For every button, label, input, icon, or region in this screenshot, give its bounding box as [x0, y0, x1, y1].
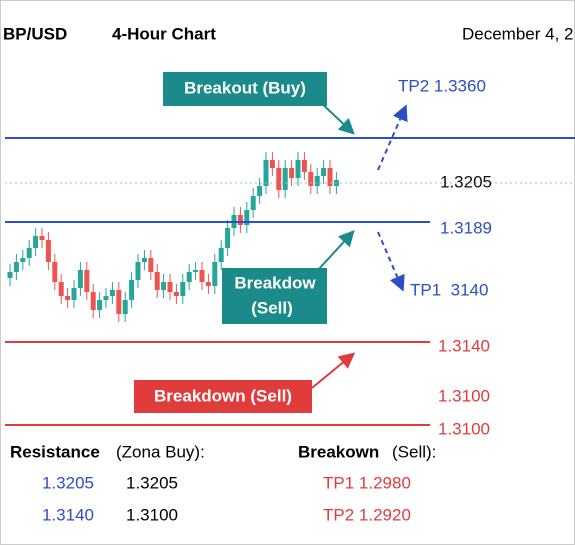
level-label: TP1 3140 — [410, 280, 488, 299]
candle-body — [308, 172, 314, 186]
candle-body — [212, 262, 218, 286]
candle-body — [26, 248, 32, 258]
candle-body — [205, 282, 211, 286]
candle-body — [237, 215, 243, 225]
candle-body — [77, 270, 83, 288]
candles — [7, 152, 339, 322]
candle-body — [90, 292, 96, 310]
level-label: 1.3100 — [438, 386, 490, 405]
table-cell: TP1 1.2980 — [323, 473, 411, 492]
annotation: Breakdow — [234, 273, 316, 292]
annotation-box — [163, 72, 327, 106]
candle-body — [250, 196, 256, 210]
candle-body — [180, 282, 186, 296]
level-label: 1.3100 — [438, 419, 490, 438]
candle-body — [244, 210, 250, 225]
arrows — [311, 99, 408, 389]
candle-body — [39, 236, 45, 240]
candle-body — [109, 290, 115, 296]
candle-body — [13, 262, 19, 272]
candle-body — [225, 228, 231, 248]
candle-body — [45, 240, 51, 262]
candle-body — [65, 296, 71, 300]
candle-body — [84, 270, 90, 292]
level-label: TP2 1.3360 — [398, 76, 486, 95]
candle-body — [218, 248, 224, 262]
candle-body — [167, 282, 173, 292]
candle-body — [122, 300, 128, 314]
annotation: (Sell) — [251, 298, 293, 317]
candle-body — [314, 176, 320, 186]
candle-body — [20, 258, 26, 262]
table-subtitle: (Zona Buy): — [116, 442, 205, 461]
candle-body — [58, 282, 64, 296]
table-cell: 1.3205 — [42, 473, 94, 492]
candle-body — [116, 290, 122, 314]
candle-body — [269, 160, 275, 168]
date: December 4, 2 — [462, 24, 574, 43]
level-label: 1.3205 — [440, 172, 492, 191]
candle-body — [263, 160, 269, 186]
annotation: Breakout (Buy) — [184, 78, 306, 97]
timeframe: 4-Hour Chart — [112, 24, 216, 43]
candle-body — [33, 236, 39, 248]
candle-body — [193, 270, 199, 272]
pair: BP/USD — [3, 24, 67, 43]
candle-body — [161, 282, 167, 290]
candle-body — [301, 160, 307, 172]
candle-body — [52, 262, 58, 282]
candle-body — [276, 168, 282, 190]
annotation: Breakdown (Sell) — [154, 386, 292, 405]
table-title: Breakown — [298, 442, 379, 461]
candle-body — [282, 168, 288, 190]
candle-body — [141, 258, 147, 262]
candle-body — [295, 160, 301, 178]
candle-body — [173, 292, 179, 296]
candle-body — [135, 262, 141, 280]
table-title: Resistance — [10, 442, 100, 461]
candle-body — [289, 168, 295, 178]
table-cell: 1.3100 — [126, 505, 178, 524]
candle-body — [148, 258, 154, 272]
table-cell: 1.3205 — [126, 473, 178, 492]
table-cell: TP2 1.2920 — [323, 505, 411, 524]
candle-body — [327, 168, 333, 186]
candle-body — [154, 272, 160, 290]
candle-body — [71, 288, 77, 300]
candle-body — [103, 296, 109, 300]
candle-body — [97, 300, 103, 310]
level-label: 1.3140 — [438, 336, 490, 355]
candle-body — [129, 280, 135, 300]
candle-body — [321, 168, 327, 176]
candle-body — [257, 186, 263, 196]
level-label: 1.3189 — [440, 218, 492, 237]
table-cell: 1.3140 — [42, 505, 94, 524]
candle-body — [7, 272, 13, 278]
candle-body — [186, 272, 192, 282]
table-subtitle: (Sell): — [392, 442, 436, 461]
candle-body — [199, 270, 205, 282]
annotation-box — [134, 380, 312, 413]
annotation-box — [222, 268, 327, 324]
